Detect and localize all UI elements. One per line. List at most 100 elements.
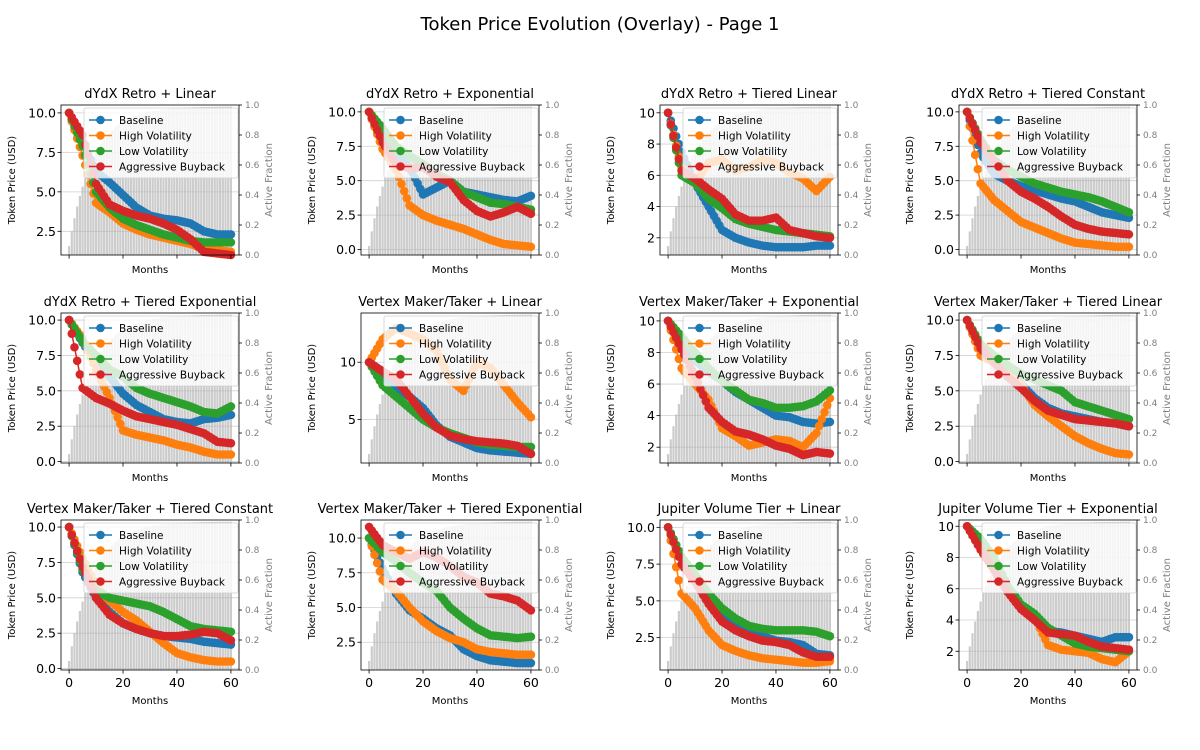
active-fraction-bar bbox=[483, 522, 487, 670]
active-fraction-bar bbox=[97, 355, 100, 463]
active-fraction-bar bbox=[213, 106, 216, 255]
active-fraction-bar bbox=[478, 522, 481, 670]
active-fraction-bar bbox=[723, 328, 726, 463]
active-fraction-bar bbox=[173, 523, 176, 670]
active-fraction-bar bbox=[73, 426, 76, 463]
active-fraction-bar bbox=[381, 186, 384, 255]
active-fraction-bar bbox=[165, 317, 168, 463]
legend-marker bbox=[695, 354, 704, 364]
legend-marker bbox=[96, 530, 105, 540]
active-fraction-bar bbox=[210, 106, 214, 255]
data-point bbox=[1124, 242, 1134, 252]
legend-label: Baseline bbox=[718, 115, 763, 127]
active-fraction-bar bbox=[492, 107, 495, 255]
active-fraction-bar bbox=[192, 522, 195, 670]
active-fraction-bar bbox=[473, 523, 476, 670]
y2-tick-label: 0.8 bbox=[1143, 546, 1158, 556]
subplot-title: Vertex Maker/Taker + Linear bbox=[358, 295, 542, 310]
x-tick-label: 60 bbox=[223, 675, 239, 690]
active-fraction-bar bbox=[1011, 335, 1015, 463]
active-fraction-bar bbox=[392, 572, 395, 670]
legend-label: High Volatility bbox=[718, 338, 791, 350]
axes-frame bbox=[659, 104, 839, 256]
y2-axis-label: Active Fraction bbox=[264, 143, 275, 217]
active-fraction-bar bbox=[370, 231, 373, 255]
data-point bbox=[75, 370, 85, 379]
subplot-title: Vertex Maker/Taker + Exponential bbox=[639, 295, 859, 310]
active-fraction-bar bbox=[170, 316, 173, 463]
y2-tick-label: 0.2 bbox=[844, 636, 858, 646]
active-fraction-bar bbox=[982, 178, 985, 255]
y-tick-label: 2.5 bbox=[934, 419, 954, 434]
active-fraction-bar bbox=[987, 371, 990, 463]
active-fraction-bar bbox=[432, 324, 435, 463]
active-fraction-bar bbox=[992, 360, 996, 463]
active-fraction-bar bbox=[156, 110, 160, 255]
y2-tick-label: 0.0 bbox=[545, 251, 560, 261]
legend-label: Low Volatility bbox=[718, 354, 787, 366]
active-fraction-bar bbox=[529, 521, 533, 670]
legend-box bbox=[981, 107, 1137, 179]
active-fraction-bar bbox=[489, 107, 492, 255]
active-fraction-bar bbox=[1125, 521, 1128, 670]
legend-label: Low Volatility bbox=[419, 561, 488, 573]
y-tick-label: 6 bbox=[647, 168, 655, 183]
active-fraction-bar bbox=[995, 355, 998, 463]
active-fraction-bar bbox=[1065, 523, 1068, 670]
active-fraction-bar bbox=[982, 386, 985, 463]
active-fraction-bar bbox=[448, 526, 452, 670]
legend-label: Low Volatility bbox=[119, 146, 188, 158]
active-fraction-bar bbox=[73, 633, 76, 670]
y-tick-label: 0.0 bbox=[934, 454, 954, 469]
legend-marker bbox=[994, 115, 1003, 125]
data-point bbox=[75, 554, 85, 564]
y2-tick-label: 0.2 bbox=[245, 429, 259, 439]
legend-label: Baseline bbox=[1017, 115, 1062, 127]
y2-tick-label: 0.2 bbox=[545, 636, 559, 646]
active-fraction-bar bbox=[1111, 521, 1114, 670]
active-fraction-bar bbox=[108, 132, 111, 255]
active-fraction-bar bbox=[424, 328, 427, 463]
y2-axis-label: Active Fraction bbox=[264, 351, 275, 425]
active-fraction-bar bbox=[818, 106, 821, 255]
active-fraction-bar bbox=[1011, 542, 1015, 670]
data-point bbox=[1124, 632, 1134, 642]
legend-label: Aggressive Buyback bbox=[419, 576, 526, 588]
active-fraction-bar bbox=[386, 585, 390, 670]
active-fraction-bar bbox=[202, 315, 206, 463]
active-fraction-bar bbox=[965, 454, 969, 463]
y-tick-label: 5.0 bbox=[336, 173, 356, 188]
y-tick-label: 10 bbox=[639, 105, 655, 120]
y2-tick-label: 1.0 bbox=[545, 516, 560, 526]
active-fraction-bar bbox=[100, 351, 103, 463]
active-fraction-bar bbox=[984, 170, 988, 255]
active-fraction-bar bbox=[200, 107, 203, 255]
y2-tick-label: 0.6 bbox=[245, 161, 260, 171]
active-fraction-bar bbox=[1079, 315, 1082, 463]
active-fraction-bar bbox=[167, 523, 170, 670]
y-tick-label: 8 bbox=[647, 345, 655, 360]
active-fraction-bar bbox=[1076, 315, 1079, 463]
active-fraction-bar bbox=[818, 314, 821, 463]
legend-marker bbox=[396, 115, 405, 125]
active-fraction-bar bbox=[227, 314, 230, 463]
active-fraction-bar bbox=[766, 108, 769, 255]
active-fraction-bar bbox=[702, 554, 705, 670]
active-fraction-bar bbox=[747, 319, 751, 463]
y-tick-label: 2.5 bbox=[635, 630, 655, 645]
legend: Baseline High Volatility Low Volatility Agg… bbox=[83, 522, 239, 594]
axes-frame bbox=[958, 519, 1138, 671]
active-fraction-bar bbox=[132, 116, 135, 255]
legend-label: High Volatility bbox=[718, 130, 791, 142]
y-tick-label: 7.5 bbox=[336, 565, 356, 580]
y2-tick-label: 0.8 bbox=[844, 131, 859, 141]
active-fraction-bar bbox=[812, 314, 815, 463]
data-point bbox=[226, 410, 236, 420]
legend-box bbox=[83, 107, 239, 179]
active-fraction-bar bbox=[219, 521, 222, 670]
legend-label: Aggressive Buyback bbox=[419, 161, 526, 173]
active-fraction-bar bbox=[1038, 321, 1042, 463]
active-fraction-bar bbox=[1028, 532, 1031, 670]
data-point bbox=[526, 605, 536, 615]
